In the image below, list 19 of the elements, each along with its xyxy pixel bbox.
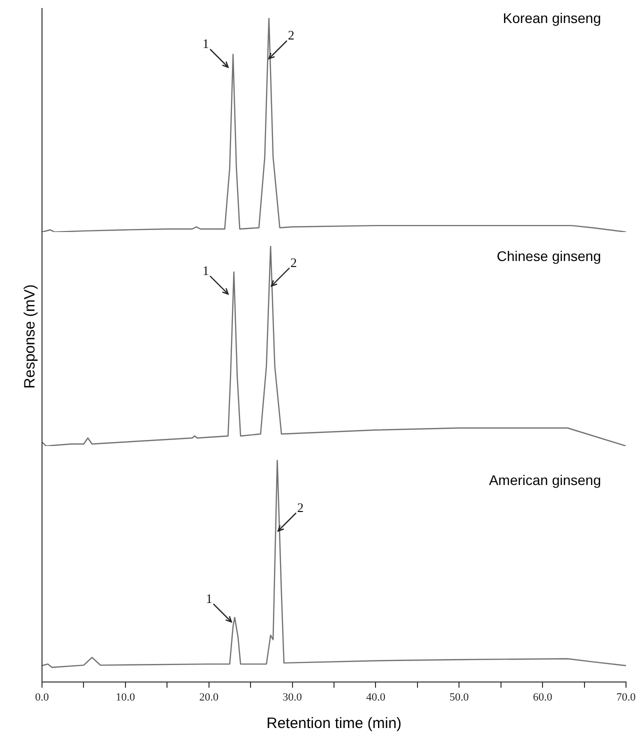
x-tick-label: 10.0	[116, 691, 136, 704]
y-axis-title: Response (mV)	[22, 283, 38, 391]
x-tick-label: 60.0	[532, 691, 553, 704]
annotation: 1	[202, 36, 210, 52]
annotation: 2	[290, 254, 297, 270]
annotation: Chinese ginseng	[496, 248, 601, 264]
x-tick-label: 70.0	[616, 691, 636, 704]
x-axis-title: Retention time (min)	[266, 715, 402, 732]
x-tick-label: 20.0	[199, 691, 219, 704]
annotation: 1	[202, 262, 210, 278]
annotation: 2	[288, 28, 294, 43]
annotation: Korean ginseng	[502, 10, 601, 26]
x-tick-label: 50.0	[450, 691, 470, 704]
annotation: 2	[297, 500, 304, 515]
x-tick-label: 30.0	[282, 691, 302, 704]
annotation: American ginseng	[488, 472, 601, 488]
x-tick-label: 40.0	[366, 691, 386, 704]
x-tick-label: 0.0	[35, 691, 50, 704]
annotation: 1	[206, 590, 212, 606]
